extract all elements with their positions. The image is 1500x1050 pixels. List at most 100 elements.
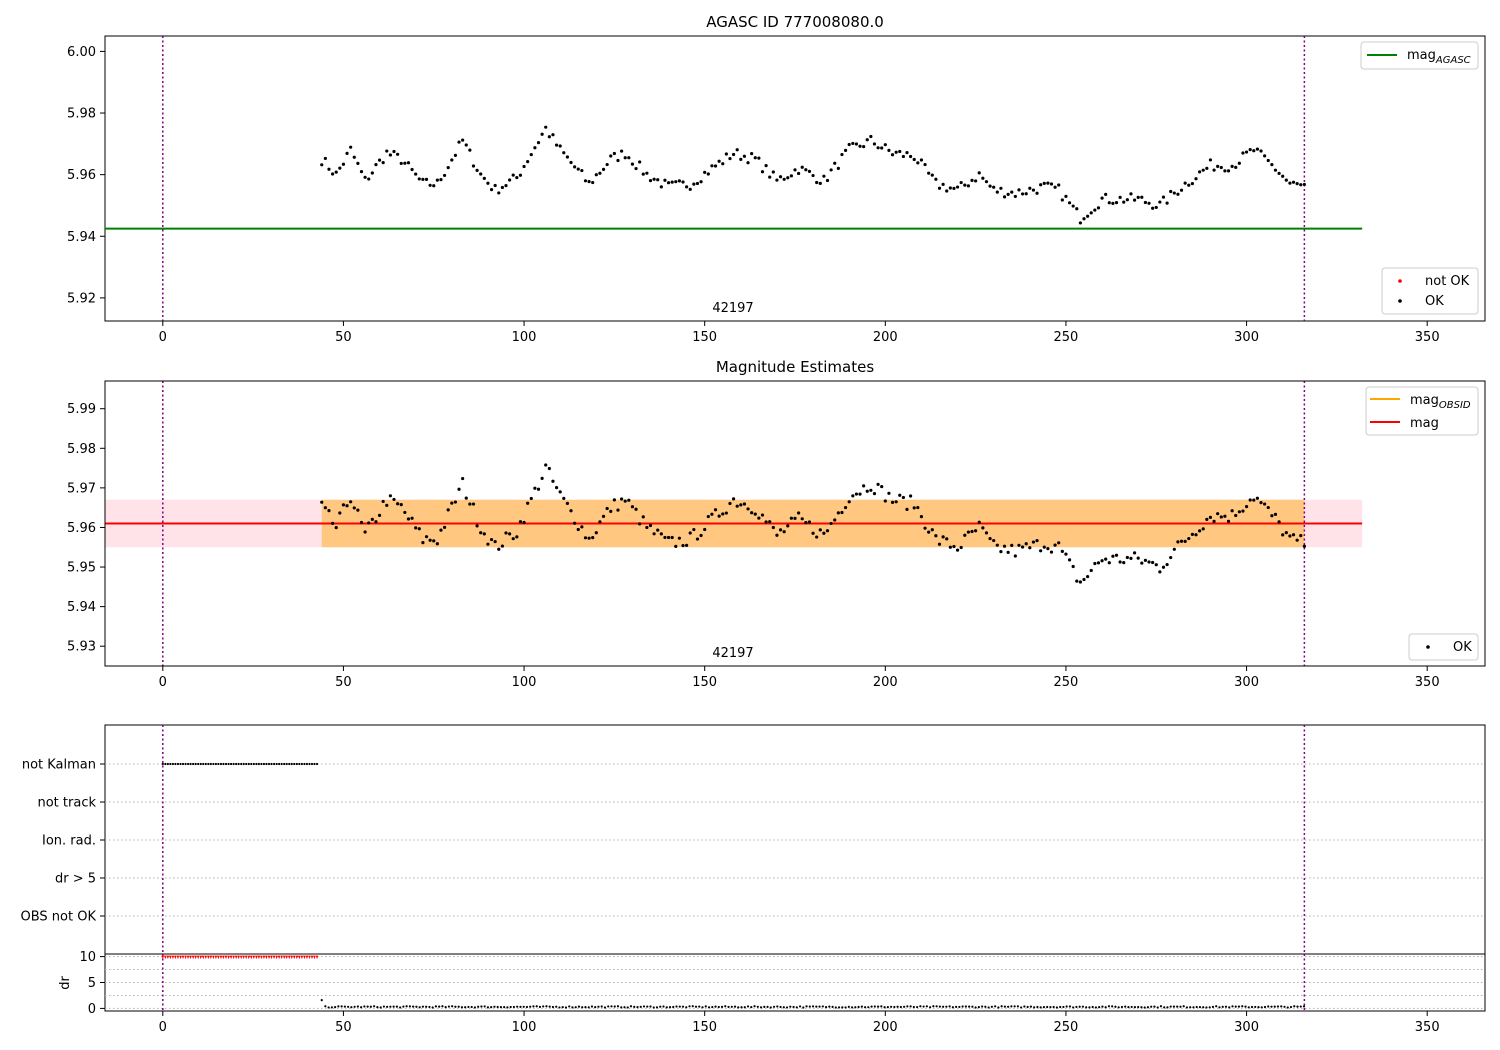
data-point — [934, 177, 938, 181]
data-point — [829, 521, 833, 526]
dr-point — [698, 1005, 701, 1008]
dr-over-5-marker — [244, 955, 248, 960]
dr-over-5-marker — [305, 955, 309, 960]
axes-frame — [104, 724, 1486, 955]
data-point — [865, 138, 869, 142]
dr-point — [584, 1006, 587, 1009]
dr-point — [753, 1005, 756, 1008]
dr-point — [1098, 1006, 1101, 1009]
data-point — [1281, 533, 1285, 537]
data-point — [890, 153, 895, 157]
data-point — [612, 151, 616, 156]
dr-point — [642, 1005, 646, 1008]
data-point — [742, 154, 747, 158]
data-point — [533, 486, 537, 490]
not-kalman-point — [219, 762, 223, 766]
dr-point — [1120, 1005, 1124, 1009]
dr-point — [854, 1006, 857, 1009]
dr-point — [847, 1005, 850, 1008]
data-point — [688, 187, 692, 191]
data-point — [1082, 217, 1086, 221]
data-point — [583, 179, 588, 183]
data-point — [1017, 543, 1021, 547]
dr-point — [668, 1006, 672, 1009]
data-point — [1161, 565, 1166, 569]
data-point — [1226, 169, 1231, 173]
data-point — [905, 507, 909, 511]
dr-point — [1078, 1005, 1081, 1008]
data-point — [417, 527, 421, 531]
data-point — [359, 170, 364, 174]
data-point — [1223, 514, 1227, 518]
dr-over-5-marker — [161, 955, 165, 960]
data-point — [367, 521, 371, 525]
data-point — [1183, 539, 1187, 544]
not-kalman-point — [194, 762, 197, 766]
data-point — [471, 502, 476, 506]
dr-point — [1205, 1006, 1208, 1009]
dr-over-5-marker — [184, 955, 187, 960]
dr-point — [1185, 1006, 1189, 1009]
data-point — [471, 164, 476, 168]
dr-point — [1283, 1005, 1286, 1008]
data-point — [363, 530, 367, 534]
data-point — [1024, 542, 1028, 546]
flag-category-label: not track — [37, 796, 96, 811]
data-point — [883, 143, 887, 147]
data-point — [764, 163, 768, 168]
dr-point — [860, 1005, 863, 1008]
dr-point — [516, 1005, 519, 1008]
data-point — [508, 532, 512, 536]
dr-point — [460, 1006, 464, 1009]
dr-point — [1189, 1006, 1192, 1009]
data-point — [1259, 500, 1263, 505]
dr-point — [633, 1005, 636, 1008]
dr-point — [821, 1005, 824, 1008]
data-point — [999, 550, 1003, 554]
dr-point — [727, 1005, 730, 1009]
dr-point — [334, 1006, 337, 1009]
dr-over-5-marker — [204, 955, 208, 960]
data-point — [338, 166, 342, 170]
data-point — [374, 520, 378, 524]
data-point — [934, 534, 938, 538]
data-point — [963, 183, 967, 187]
dr-point — [454, 1005, 457, 1008]
dr-point — [1302, 1005, 1306, 1008]
data-point — [1010, 190, 1014, 194]
dr-point — [353, 1005, 356, 1008]
dr-point — [938, 1005, 941, 1008]
data-point — [905, 151, 909, 155]
dr-point — [356, 1005, 359, 1008]
dr-point — [1169, 1005, 1172, 1008]
dr-over-5-marker — [189, 955, 192, 960]
data-point — [1143, 200, 1148, 205]
dr-point — [1195, 1005, 1198, 1009]
data-point — [1039, 549, 1043, 553]
data-point — [666, 535, 671, 540]
data-point — [421, 541, 425, 545]
data-point — [1046, 547, 1050, 551]
data-point — [349, 500, 353, 504]
data-point — [497, 191, 501, 195]
dr-point — [730, 1005, 733, 1008]
data-point — [757, 156, 761, 160]
data-point — [955, 548, 960, 552]
data-point — [479, 531, 483, 535]
dr-over-5-marker — [181, 955, 185, 960]
data-point — [536, 141, 541, 145]
dr-over-5-marker — [315, 955, 319, 960]
legend-lines: magAGASC — [1360, 41, 1479, 70]
dr-point — [792, 1005, 795, 1009]
dr-over-5-marker — [300, 955, 304, 960]
data-point — [674, 544, 678, 548]
data-point — [1198, 170, 1202, 174]
data-point — [1006, 550, 1010, 554]
dr-point — [1208, 1006, 1211, 1009]
data-point — [392, 497, 396, 502]
dr-point — [587, 1006, 590, 1009]
dr-over-5-marker — [232, 955, 235, 960]
data-point — [457, 140, 461, 144]
data-point — [1270, 514, 1274, 518]
dr-point — [480, 1005, 483, 1008]
